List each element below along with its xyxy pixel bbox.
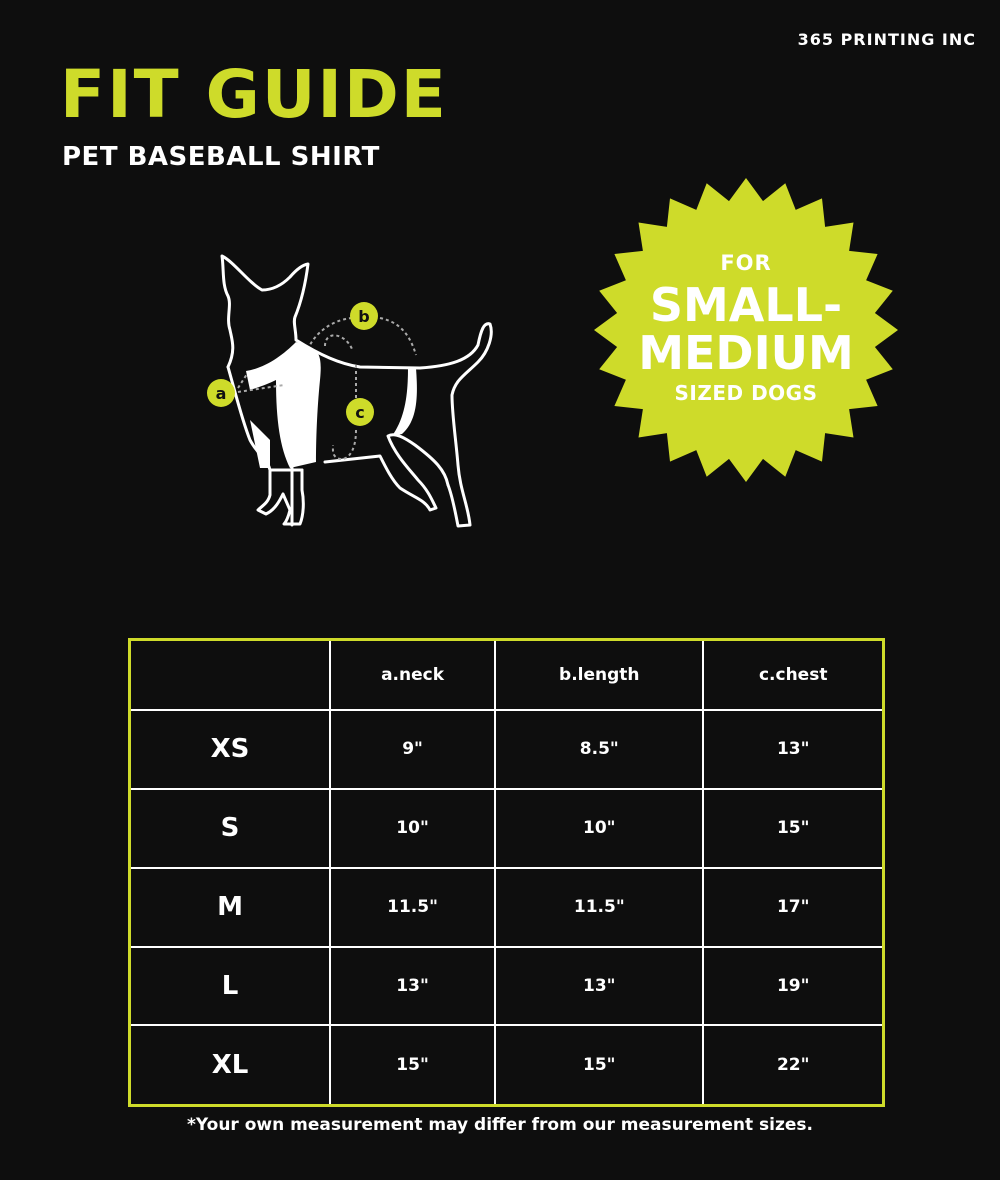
- neck-cell: 13": [328, 945, 497, 1027]
- svg-text:b: b: [358, 307, 369, 326]
- svg-text:c: c: [355, 403, 364, 422]
- measurement-arrows: [237, 317, 417, 460]
- header-cell: c.chest: [702, 639, 884, 711]
- page-title: FIT GUIDE: [60, 56, 448, 133]
- label-a-icon: a: [207, 379, 235, 407]
- neck-cell: 9": [328, 709, 497, 790]
- size-cell: L: [129, 945, 331, 1027]
- length-cell: 11.5": [494, 866, 705, 948]
- size-cell: XS: [129, 709, 331, 790]
- label-c-icon: c: [346, 398, 374, 426]
- header-cell: [129, 639, 331, 711]
- neck-cell: 10": [328, 787, 497, 869]
- page-subtitle: PET BASEBALL SHIRT: [62, 142, 380, 172]
- size-cell: S: [129, 787, 331, 869]
- table-row: L 13" 13" 19": [129, 945, 884, 1027]
- chest-cell: 19": [702, 945, 884, 1027]
- neck-cell: 11.5": [328, 866, 497, 948]
- length-cell: 10": [494, 787, 705, 869]
- badge-line-medium: MEDIUM: [638, 326, 854, 380]
- svg-text:a: a: [216, 384, 227, 403]
- badge-line-small: SMALL-: [649, 278, 843, 332]
- length-cell: 15": [494, 1024, 705, 1106]
- chest-cell: 22": [702, 1024, 884, 1106]
- table-row: S 10" 10" 15": [129, 787, 884, 869]
- dog-shirt: [246, 342, 417, 468]
- label-b-icon: b: [350, 302, 378, 330]
- badge-line-sized-dogs: SIZED DOGS: [674, 381, 818, 405]
- brand-name: 365 PRINTING INC: [797, 30, 976, 49]
- table-row: M 11.5" 11.5" 17": [129, 866, 884, 948]
- length-cell: 8.5": [494, 709, 705, 790]
- footnote: *Your own measurement may differ from ou…: [187, 1115, 813, 1135]
- starburst-badge: [594, 178, 898, 482]
- table-row: XL 15" 15" 22": [129, 1024, 884, 1106]
- header-cell: a.neck: [328, 639, 497, 711]
- chest-cell: 13": [702, 709, 884, 790]
- size-cell: XL: [129, 1024, 331, 1106]
- size-cell: M: [129, 866, 331, 948]
- header-cell: b.length: [494, 639, 705, 711]
- chest-cell: 17": [702, 866, 884, 948]
- table-header-row: a.neck b.length c.chest: [129, 639, 884, 711]
- chest-cell: 15": [702, 787, 884, 869]
- size-table: a.neck b.length c.chest XS 9" 8.5" 13" S 10"…: [128, 638, 885, 1107]
- badge-line-for: FOR: [720, 251, 772, 275]
- neck-cell: 15": [328, 1024, 497, 1106]
- table-row: XS 9" 8.5" 13": [129, 709, 884, 790]
- length-cell: 13": [494, 945, 705, 1027]
